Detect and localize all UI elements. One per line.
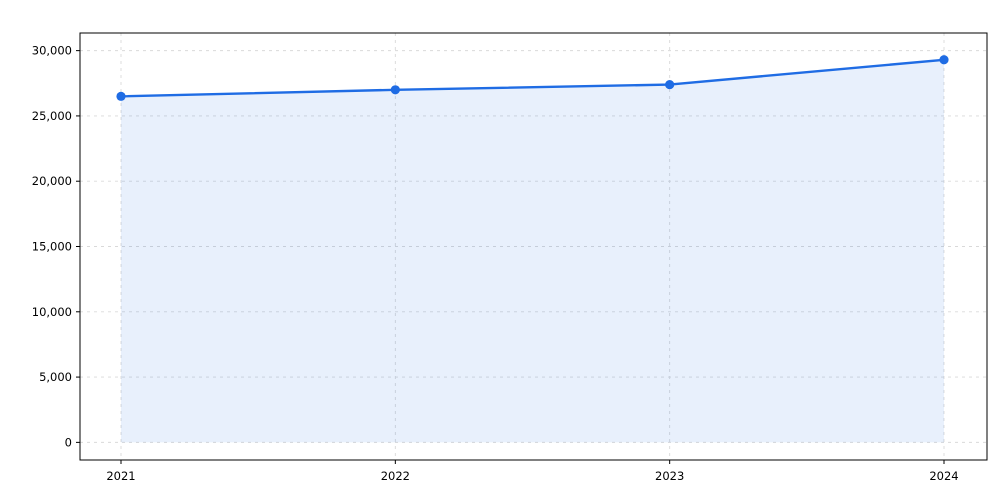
x-tick-label: 2024 <box>929 469 958 483</box>
data-point-2022 <box>390 85 400 95</box>
x-tick-label: 2021 <box>106 469 135 483</box>
x-tick-label: 2022 <box>381 469 410 483</box>
y-tick-label: 20,000 <box>32 174 72 188</box>
y-tick-label: 15,000 <box>32 240 72 254</box>
data-line <box>119 58 946 98</box>
data-point-2024 <box>939 55 949 65</box>
y-tick-label: 10,000 <box>32 305 72 319</box>
area-fill <box>121 59 944 443</box>
y-tick-label: 5,000 <box>39 370 72 384</box>
x-tick-label: 2023 <box>655 469 684 483</box>
y-tick-label: 30,000 <box>32 44 72 58</box>
y-tick-label: 25,000 <box>32 109 72 123</box>
y-tick-label: 0 <box>65 435 72 449</box>
data-point-2023 <box>665 79 675 90</box>
data-point-2021 <box>116 91 126 101</box>
